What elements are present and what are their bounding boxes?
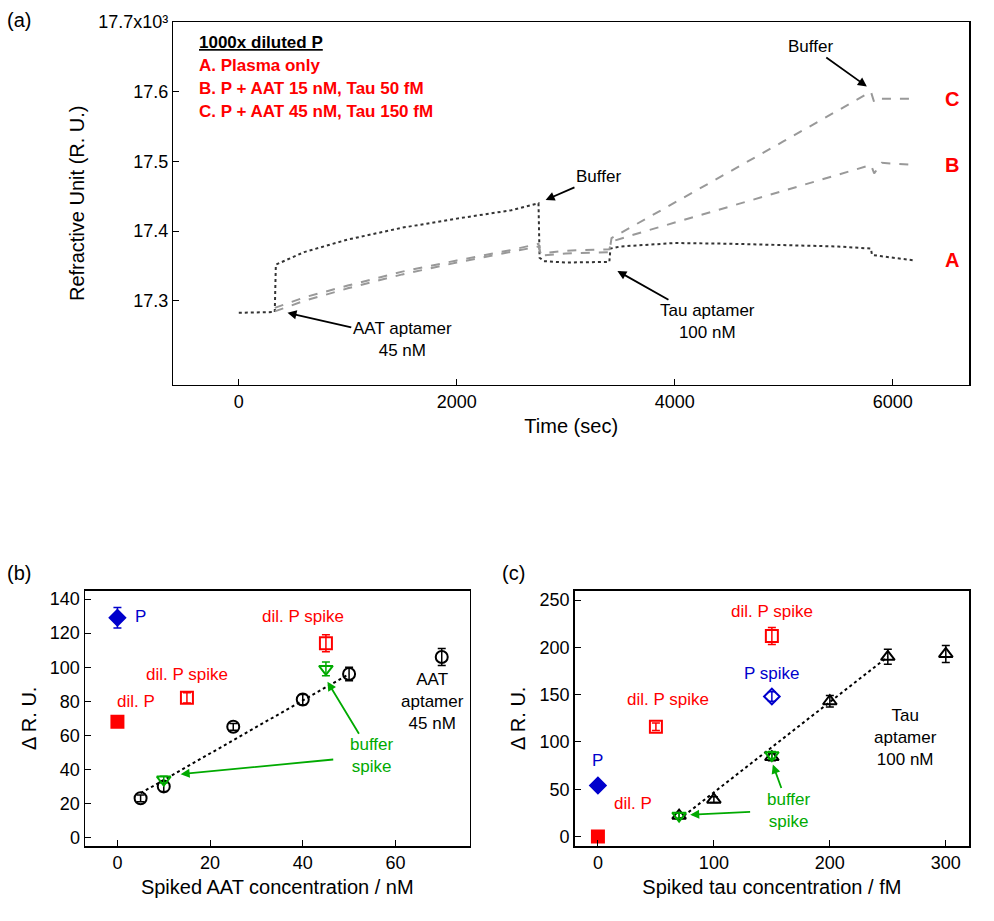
svg-text:17.6: 17.6 bbox=[133, 82, 168, 102]
svg-text:150: 150 bbox=[540, 685, 570, 705]
svg-text:20: 20 bbox=[60, 794, 80, 814]
svg-text:50: 50 bbox=[550, 780, 570, 800]
svg-text:Buffer: Buffer bbox=[576, 167, 621, 186]
svg-text:(b): (b) bbox=[7, 562, 31, 584]
svg-text:A. Plasma only: A. Plasma only bbox=[199, 56, 320, 75]
svg-text:20: 20 bbox=[200, 853, 220, 873]
svg-text:P: P bbox=[135, 607, 146, 626]
svg-text:A: A bbox=[945, 249, 959, 271]
svg-text:C. P + AAT 45 nM, Tau 150 fM: C. P + AAT 45 nM, Tau 150 fM bbox=[199, 102, 433, 121]
svg-text:17.5: 17.5 bbox=[133, 152, 168, 172]
svg-text:dil. P spike: dil. P spike bbox=[146, 665, 228, 684]
svg-text:17.7x10³: 17.7x10³ bbox=[98, 12, 168, 32]
svg-text:Refractive Unit (R. U.): Refractive Unit (R. U.) bbox=[66, 105, 88, 301]
svg-text:dil. P spike: dil. P spike bbox=[262, 607, 344, 626]
svg-text:17.4: 17.4 bbox=[133, 221, 168, 241]
svg-text:0: 0 bbox=[234, 392, 244, 412]
svg-text:300: 300 bbox=[931, 853, 961, 873]
svg-text:60: 60 bbox=[60, 726, 80, 746]
svg-text:120: 120 bbox=[50, 623, 80, 643]
svg-text:40: 40 bbox=[293, 853, 313, 873]
svg-text:Spiked AAT concentration / nM: Spiked AAT concentration / nM bbox=[141, 876, 414, 898]
svg-text:40: 40 bbox=[60, 760, 80, 780]
svg-text:6000: 6000 bbox=[873, 392, 913, 412]
svg-text:Tauaptamer100 nM: Tauaptamer100 nM bbox=[874, 706, 937, 769]
svg-text:100: 100 bbox=[699, 853, 729, 873]
svg-text:AAT aptamer45 nM: AAT aptamer45 nM bbox=[353, 319, 452, 360]
svg-text:AATaptamer45 nM: AATaptamer45 nM bbox=[401, 670, 464, 733]
svg-text:60: 60 bbox=[385, 853, 405, 873]
svg-text:Tau aptamer100 nM: Tau aptamer100 nM bbox=[660, 301, 755, 342]
svg-text:Spiked tau concentration / fM: Spiked tau concentration / fM bbox=[642, 876, 901, 898]
svg-text:Buffer: Buffer bbox=[788, 37, 833, 56]
svg-text:bufferspike: bufferspike bbox=[767, 790, 811, 831]
svg-text:P spike: P spike bbox=[744, 664, 799, 683]
svg-text:0: 0 bbox=[593, 853, 603, 873]
svg-text:1000x diluted P: 1000x diluted P bbox=[199, 33, 323, 52]
svg-text:(c): (c) bbox=[502, 562, 525, 584]
svg-text:C: C bbox=[945, 88, 959, 110]
svg-text:dil. P: dil. P bbox=[614, 794, 652, 813]
svg-text:200: 200 bbox=[540, 638, 570, 658]
svg-text:0: 0 bbox=[112, 853, 122, 873]
svg-text:4000: 4000 bbox=[655, 392, 695, 412]
svg-text:140: 140 bbox=[50, 589, 80, 609]
svg-text:0: 0 bbox=[560, 827, 570, 847]
svg-text:dil. P spike: dil. P spike bbox=[731, 602, 813, 621]
svg-text:0: 0 bbox=[70, 828, 80, 848]
svg-text:P: P bbox=[592, 751, 603, 770]
svg-text:Δ R. U.: Δ R. U. bbox=[507, 687, 529, 750]
svg-text:100: 100 bbox=[540, 732, 570, 752]
svg-text:17.3: 17.3 bbox=[133, 291, 168, 311]
svg-text:200: 200 bbox=[815, 853, 845, 873]
svg-text:2000: 2000 bbox=[437, 392, 477, 412]
svg-text:Δ R. U.: Δ R. U. bbox=[18, 687, 40, 750]
svg-text:Time (sec): Time (sec) bbox=[524, 415, 618, 437]
svg-text:dil. P spike: dil. P spike bbox=[627, 690, 709, 709]
svg-text:250: 250 bbox=[540, 590, 570, 610]
svg-text:B. P + AAT 15 nM, Tau 50 fM: B. P + AAT 15 nM, Tau 50 fM bbox=[199, 79, 424, 98]
svg-text:B: B bbox=[945, 154, 959, 176]
svg-text:100: 100 bbox=[50, 657, 80, 677]
svg-text:bufferspike: bufferspike bbox=[350, 735, 394, 776]
svg-text:(a): (a) bbox=[7, 9, 31, 31]
svg-text:dil. P: dil. P bbox=[117, 692, 155, 711]
svg-text:80: 80 bbox=[60, 692, 80, 712]
